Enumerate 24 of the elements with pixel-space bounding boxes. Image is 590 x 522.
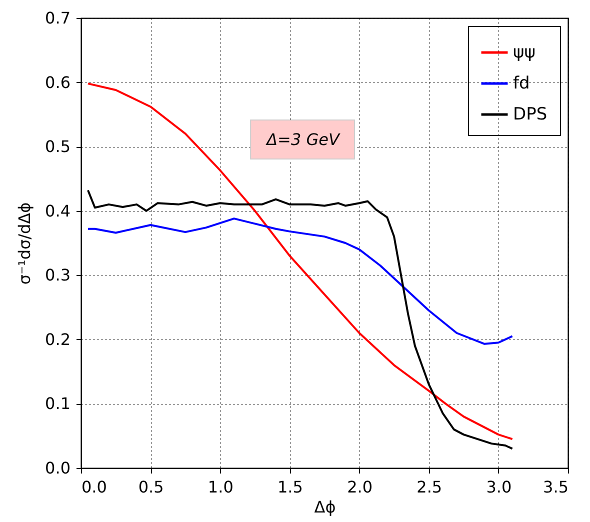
annotation: Δ=3 GeV	[264, 130, 340, 149]
x-tick-label: 3.0	[486, 478, 512, 496]
y-tick-label: 0.2	[45, 330, 70, 349]
legend-label: fd	[513, 74, 530, 94]
legend-label: DPS	[513, 104, 548, 124]
y-tick-label: 0.5	[45, 137, 70, 156]
x-tick-label: 1.5	[277, 478, 303, 496]
x-axis-title: Δϕ	[314, 498, 336, 516]
y-tick-label: 0.6	[45, 72, 70, 92]
x-tick-label: 0.5	[138, 478, 164, 496]
line-series	[86, 218, 514, 345]
x-tick-label: 3.5	[543, 478, 568, 496]
x-tick-label: 2.5	[416, 478, 442, 496]
y-axis-title: σ⁻¹dσ/dΔϕ	[15, 202, 34, 285]
x-tick-label: 2.0	[347, 478, 373, 496]
y-tick-label: 0.4	[45, 201, 70, 220]
y-tick-label: 0.0	[45, 458, 70, 478]
y-tick-label: 0.7	[45, 8, 70, 28]
x-tick-label: 1.0	[208, 478, 234, 496]
y-tick-label: 0.1	[45, 394, 70, 414]
legend-label: ψψ	[513, 42, 536, 62]
x-tick-label: 0.0	[82, 478, 107, 496]
y-tick-label: 0.3	[45, 266, 70, 285]
line-series	[86, 82, 514, 440]
